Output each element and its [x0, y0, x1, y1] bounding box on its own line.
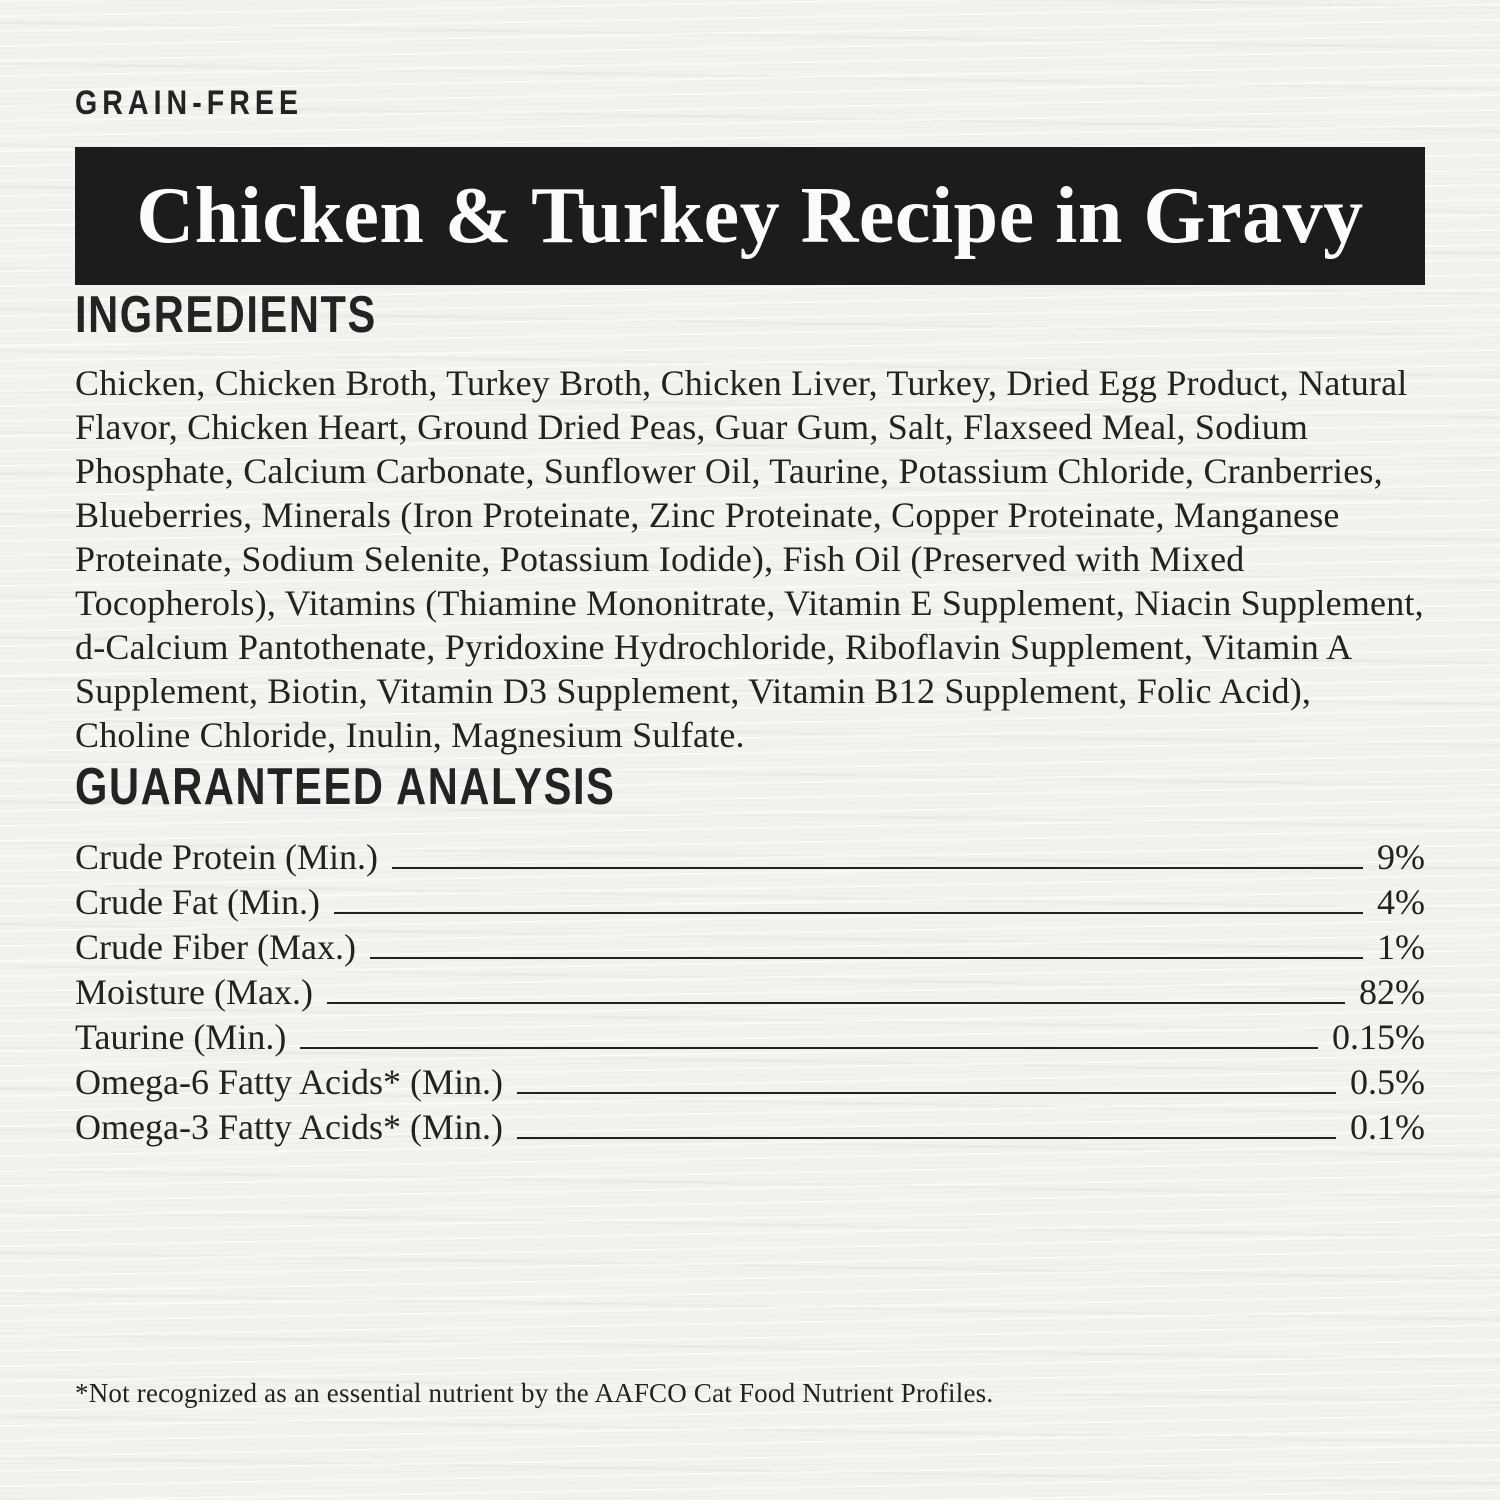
analysis-row-label: Omega-6 Fatty Acids* (Min.) [75, 1062, 503, 1102]
analysis-row-label: Omega-3 Fatty Acids* (Min.) [75, 1107, 503, 1147]
analysis-row-omega-3: Omega-3 Fatty Acids* (Min.) 0.1% [75, 1103, 1425, 1148]
leader-line [326, 1001, 1345, 1004]
analysis-row-crude-protein: Crude Protein (Min.) 9% [75, 833, 1425, 878]
analysis-row-label: Taurine (Min.) [75, 1017, 287, 1057]
leader-line [516, 1091, 1336, 1094]
leader-line [369, 956, 1363, 959]
product-title: Chicken & Turkey Recipe in Gravy [136, 171, 1364, 260]
leader-line [333, 911, 1363, 914]
analysis-row-value: 0.5% [1350, 1062, 1425, 1102]
product-title-banner: Chicken & Turkey Recipe in Gravy [75, 147, 1425, 285]
analysis-row-label: Crude Fat (Min.) [75, 882, 320, 922]
analysis-row-value: 9% [1377, 837, 1425, 877]
leader-line [300, 1046, 1318, 1049]
guaranteed-analysis-table: Crude Protein (Min.) 9% Crude Fat (Min.)… [75, 833, 1425, 1148]
ingredients-heading: INGREDIENTS [75, 286, 377, 344]
grain-free-badge: GRAIN-FREE [75, 84, 304, 122]
analysis-row-value: 0.15% [1332, 1017, 1425, 1057]
analysis-row-crude-fiber: Crude Fiber (Max.) 1% [75, 923, 1425, 968]
analysis-row-omega-6: Omega-6 Fatty Acids* (Min.) 0.5% [75, 1058, 1425, 1103]
leader-line [391, 866, 1363, 869]
leader-line [516, 1136, 1336, 1139]
analysis-row-taurine: Taurine (Min.) 0.15% [75, 1013, 1425, 1058]
analysis-row-value: 82% [1359, 972, 1425, 1012]
analysis-row-label: Crude Protein (Min.) [75, 837, 378, 877]
analysis-row-value: 0.1% [1350, 1107, 1425, 1147]
analysis-row-value: 1% [1377, 927, 1425, 967]
analysis-row-value: 4% [1377, 882, 1425, 922]
analysis-row-moisture: Moisture (Max.) 82% [75, 968, 1425, 1013]
analysis-row-label: Moisture (Max.) [75, 972, 313, 1012]
ingredients-text: Chicken, Chicken Broth, Turkey Broth, Ch… [75, 363, 1424, 755]
analysis-row-label: Crude Fiber (Max.) [75, 927, 356, 967]
aafco-footnote: *Not recognized as an essential nutrient… [75, 1378, 994, 1408]
guaranteed-analysis-heading: GUARANTEED ANALYSIS [75, 758, 616, 816]
analysis-row-crude-fat: Crude Fat (Min.) 4% [75, 878, 1425, 923]
